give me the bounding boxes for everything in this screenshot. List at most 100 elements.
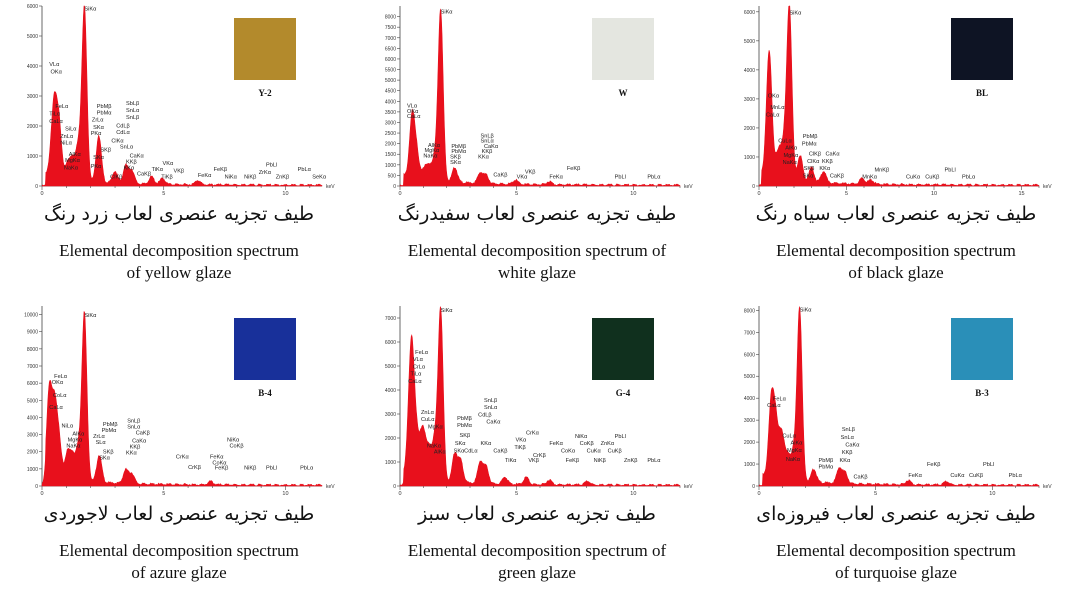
peak-label: FeKα xyxy=(198,173,212,179)
peak-label: SnLα xyxy=(481,139,495,145)
y-tick-label: 1000 xyxy=(385,163,396,169)
peak-label: SnLα xyxy=(127,425,141,431)
peak-label: VKβ xyxy=(173,169,184,175)
peak-label: CuKα xyxy=(950,473,965,479)
caption-english: Elemental decomposition spectrum of azure… xyxy=(0,540,358,584)
x-unit-label: keV xyxy=(1043,184,1052,190)
peak-label: CuKα xyxy=(906,175,921,181)
y-tick-label: 8000 xyxy=(27,347,38,353)
peak-label: FeLα xyxy=(54,374,68,380)
caption-english-line: white glaze xyxy=(498,263,576,282)
eds-spectrum-chart: 0 1000 2000 3000 4000 5000 6000 0 5 10 keV SiKα VLα O… xyxy=(27,4,335,196)
peak-label: CaKα xyxy=(130,154,145,160)
peak-label: CaKβ xyxy=(830,173,844,179)
glaze-swatch xyxy=(234,318,296,380)
spectrum-plot: 0 1000 2000 3000 4000 5000 6000 7000 8000 0 5 10 keV… xyxy=(717,300,1075,496)
y-tick-label: 2000 xyxy=(385,436,396,442)
y-tick-label: 2000 xyxy=(744,126,755,132)
peak-label: SKβ xyxy=(450,154,461,160)
peak-label: CuKβ xyxy=(925,175,939,181)
peak-label: MgKα xyxy=(68,437,84,443)
peak-label: ZnKβ xyxy=(624,458,637,464)
peak-label: FeKβ xyxy=(567,166,580,172)
y-tick-label: 3000 xyxy=(385,412,396,418)
x-unit-label: keV xyxy=(326,484,335,490)
peak-label: PbLl xyxy=(266,466,277,472)
peak-label: MgKα xyxy=(65,158,81,164)
y-tick-label: 1000 xyxy=(385,460,396,466)
spectrum-panel-2: 0 500 1000 1500 2000 2500 3000 3500 4000 4500 5000… xyxy=(358,0,716,296)
y-tick-label: 4000 xyxy=(744,68,755,74)
peak-label: PbMβ xyxy=(457,416,472,422)
peak-label: PbLα xyxy=(647,175,661,181)
peak-label: OKα xyxy=(52,380,64,386)
peak-label: PbMβ xyxy=(97,104,112,110)
peak-label: CdLβ xyxy=(116,124,129,130)
peak-label: SnLβ xyxy=(127,419,140,425)
peak-label: MnLα xyxy=(770,105,785,111)
peak-label: AlKα xyxy=(428,143,441,149)
peak-label: SnLβ xyxy=(126,115,139,121)
x-tick-label: 5 xyxy=(515,491,518,496)
peak-label: CrLα xyxy=(413,364,426,370)
eds-spectrum-chart: 0 1000 2000 3000 4000 5000 6000 7000 8000 0 5 10 keV… xyxy=(744,305,1052,496)
peak-label: KKα xyxy=(819,166,830,172)
caption-english-line: Elemental decomposition spectrum xyxy=(59,541,299,560)
peak-label: CaKα xyxy=(484,144,499,150)
peak-label: AlKα xyxy=(785,146,798,152)
peak-label: PbLl xyxy=(615,175,626,181)
peak-label: SLα xyxy=(96,440,107,446)
peak-label: SKβ xyxy=(100,148,111,154)
y-tick-label: 0 xyxy=(393,184,396,190)
peak-label: CuLα xyxy=(778,138,792,144)
y-tick-label: 6000 xyxy=(385,340,396,346)
peak-label: CoKα xyxy=(212,461,227,467)
y-tick-label: 5500 xyxy=(385,68,396,74)
peak-label: SnLα xyxy=(841,435,855,441)
y-tick-label: 4000 xyxy=(385,99,396,105)
peak-label: MgKα xyxy=(787,448,803,454)
peak-label: CaLα xyxy=(49,119,63,125)
y-tick-label: 5000 xyxy=(385,78,396,84)
peak-label: VKβ xyxy=(528,458,539,464)
peak-label: TiKα xyxy=(152,167,164,173)
peak-label: CoLα xyxy=(53,393,67,399)
peak-label: SnLβ xyxy=(484,398,497,404)
x-tick-label: 10 xyxy=(282,191,288,196)
spectrum-area xyxy=(399,8,681,187)
peak-label: OKα xyxy=(407,109,419,115)
peak-label: TiKβ xyxy=(161,175,172,181)
x-tick-label: 0 xyxy=(398,491,401,496)
peak-label: MnKα xyxy=(862,175,878,181)
glaze-swatch xyxy=(234,18,296,80)
x-tick-label: 5 xyxy=(515,191,518,196)
y-tick-label: 6000 xyxy=(27,381,38,387)
peak-label: CaLα xyxy=(408,379,422,385)
peak-label: SiKα xyxy=(800,307,813,313)
peak-label: KKβ xyxy=(842,450,853,456)
peak-label: SKα xyxy=(93,125,104,131)
y-tick-label: 2500 xyxy=(385,131,396,137)
peak-label: NaKα xyxy=(423,153,438,159)
x-tick-label: 0 xyxy=(398,191,401,196)
glaze-swatch xyxy=(951,318,1013,380)
peak-label: CdLβ xyxy=(478,412,491,418)
peak-label: PbLl xyxy=(266,163,277,169)
peak-label: CrKα xyxy=(526,430,540,436)
x-tick-label: 10 xyxy=(282,491,288,496)
peak-label: OKα xyxy=(51,70,63,76)
peak-label: ZrLα xyxy=(93,434,105,440)
peak-label: CaKα xyxy=(845,442,860,448)
glaze-swatch xyxy=(951,18,1013,80)
caption-persian: طیف تجزیه عنصری لعاب زرد رنگ xyxy=(43,203,315,225)
y-tick-label: 0 xyxy=(752,184,755,190)
peak-label: TiLα xyxy=(411,372,423,378)
spectrum-panel-3: 0 1000 2000 3000 4000 5000 6000 0 5 10 15 keV SiKα OK… xyxy=(717,0,1075,296)
caption-persian: طیف تجزیه عنصری لعاب فیروزه‌ای xyxy=(756,503,1036,525)
peak-label: NiKα xyxy=(575,434,588,440)
peak-label: PbMα xyxy=(97,111,113,117)
peak-label: CaLα xyxy=(767,403,781,409)
x-tick-label: 15 xyxy=(1018,191,1024,196)
caption-english-line: of azure glaze xyxy=(131,563,227,582)
peak-label: VKα xyxy=(163,161,174,167)
